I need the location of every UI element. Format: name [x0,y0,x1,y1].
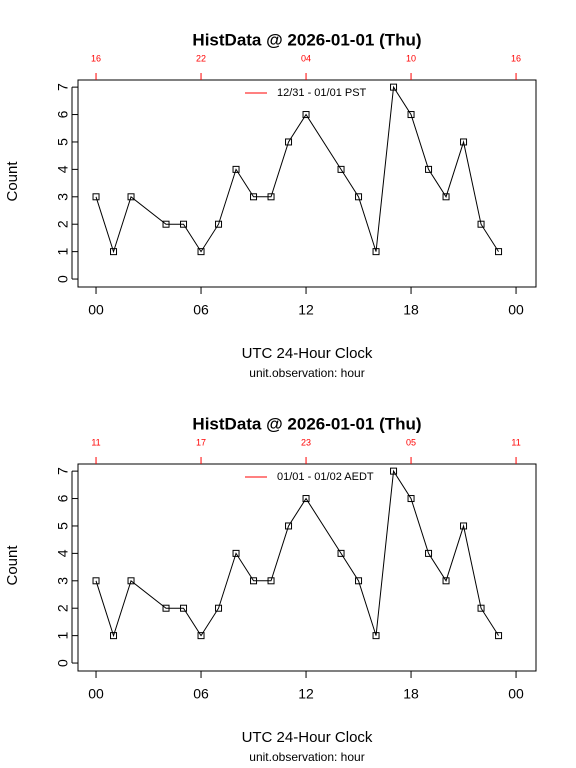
y-tick-label: 5 [55,138,71,146]
data-line [95,469,499,638]
data-point [355,193,363,201]
x2-tick-label: 11 [511,437,520,447]
x-tick-label: 00 [508,686,524,702]
data-point [477,604,485,612]
x-tick-label: 06 [193,302,209,318]
data-point [372,248,380,256]
data-point [285,138,293,146]
data-point [337,549,345,557]
data-point [407,495,415,503]
data-point [250,193,258,201]
data-point [180,220,188,228]
chart-title: HistData @ 2026-01-01 (Thu) [192,30,421,49]
y-tick-label: 4 [55,165,71,173]
x-axis-label: UTC 24-Hour Clock [242,345,373,362]
data-point [180,604,188,612]
y-tick-label: 2 [55,220,71,228]
data-point [127,577,135,585]
x2-tick-label: 11 [91,437,100,447]
y-axis-label: Count [4,161,21,202]
data-point [127,193,135,201]
y-tick-label: 1 [55,248,71,256]
y-tick-label: 4 [55,549,71,557]
y-tick-label: 7 [55,467,71,475]
data-point [92,577,100,585]
data-point [250,577,258,585]
x2-tick-label: 05 [406,437,416,447]
y-tick-label: 3 [55,577,71,585]
data-point [232,165,240,173]
y-axis-label: Count [4,545,21,586]
y-tick-label: 6 [55,110,71,118]
data-point [215,604,223,612]
data-point [425,165,433,173]
data-point [355,577,363,585]
data-point [215,220,223,228]
x-tick-label: 00 [88,686,104,702]
data-point [285,522,293,530]
x-tick-label: 12 [298,686,314,702]
data-point [372,632,380,640]
data-point [460,522,468,530]
y-tick-label: 5 [55,522,71,530]
legend-label: 01/01 - 01/02 AEDT [277,471,374,483]
data-point [267,193,275,201]
data-point [390,467,398,475]
x-tick-label: 18 [403,302,419,318]
x-tick-label: 06 [193,686,209,702]
legend-label: 12/31 - 01/01 PST [277,87,367,99]
data-point [197,248,205,256]
x-tick-label: 00 [508,302,524,318]
y-tick-label: 0 [55,659,71,667]
x-tick-label: 12 [298,302,314,318]
data-point [495,248,503,256]
data-point [390,83,398,91]
plot-frame [77,79,537,288]
data-point [425,549,433,557]
data-point [477,220,485,228]
x-axis-label: UTC 24-Hour Clock [242,729,373,746]
data-point [302,111,310,119]
x-tick-label: 18 [403,686,419,702]
x-axis-subtitle: unit.observation: hour [249,750,364,764]
data-point [407,111,415,119]
data-point [442,577,450,585]
data-point [110,632,118,640]
x-tick-label: 00 [88,302,104,318]
data-point [302,495,310,503]
data-point [110,248,118,256]
x2-tick-label: 16 [91,53,101,63]
data-point [267,577,275,585]
data-point [162,220,170,228]
x2-tick-label: 17 [196,437,206,447]
y-tick-label: 0 [55,275,71,283]
x2-tick-label: 22 [196,53,206,63]
data-point [197,632,205,640]
x2-tick-label: 16 [511,53,521,63]
x2-tick-label: 10 [406,53,416,63]
data-point [460,138,468,146]
y-tick-label: 3 [55,193,71,201]
plot-frame [77,463,537,672]
x-axis-subtitle: unit.observation: hour [249,366,364,380]
data-point [337,165,345,173]
y-tick-label: 2 [55,604,71,612]
data-point [92,193,100,201]
chart-title: HistData @ 2026-01-01 (Thu) [192,414,421,433]
data-point [442,193,450,201]
y-tick-label: 6 [55,494,71,502]
y-tick-label: 7 [55,83,71,91]
x2-tick-label: 23 [301,437,311,447]
data-point [495,632,503,640]
data-line [95,85,499,254]
y-tick-label: 1 [55,632,71,640]
x2-tick-label: 04 [301,53,311,63]
data-point [232,549,240,557]
data-point [162,604,170,612]
